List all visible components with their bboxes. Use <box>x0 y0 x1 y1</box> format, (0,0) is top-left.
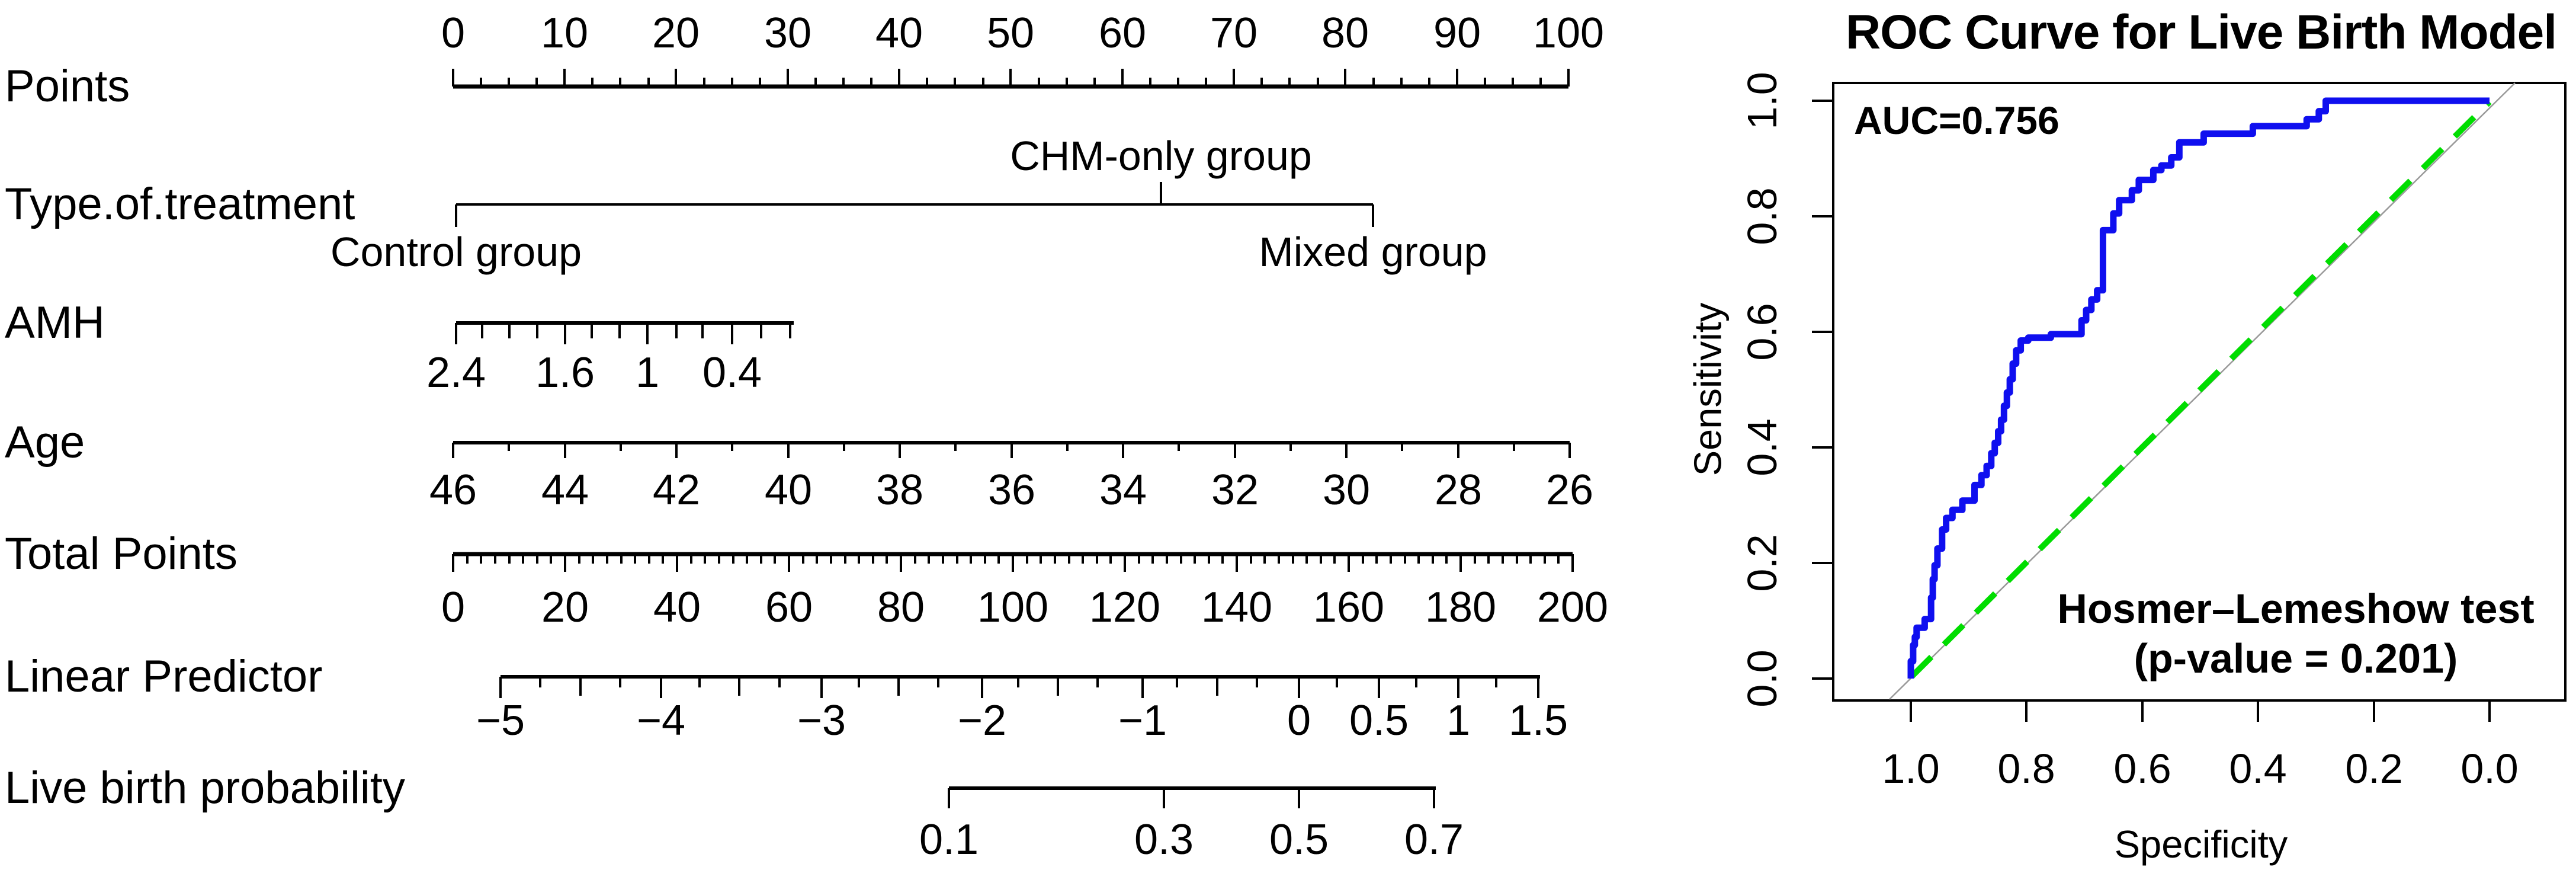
category-label-treatment: CHM-only group <box>1010 133 1312 179</box>
hosmer-lemeshow-annotation-line2: (p-value = 0.201) <box>2134 635 2458 682</box>
roc-y-tick-label: 0.6 <box>1739 303 1785 361</box>
tick-label-age: 30 <box>1322 466 1371 514</box>
roc-x-tick-label: 1.0 <box>1882 746 1940 792</box>
axis-label-type-of-treatment: Type.of.treatment <box>5 179 355 229</box>
tick-label-total_points: 20 <box>541 584 589 631</box>
tick-label-linear_predictor: 1.5 <box>1508 697 1568 744</box>
tick-label-live_birth_probability: 0.5 <box>1269 816 1329 863</box>
tick-label-linear_predictor: 1 <box>1446 697 1471 744</box>
tick-label-points: 80 <box>1321 9 1369 57</box>
tick-label-linear_predictor: 0 <box>1287 697 1311 744</box>
tick-label-linear_predictor: −3 <box>797 697 846 744</box>
tick-label-points: 0 <box>441 9 466 57</box>
tick-label-live_birth_probability: 0.7 <box>1404 816 1464 863</box>
tick-label-total_points: 40 <box>653 584 701 631</box>
tick-label-points: 20 <box>652 9 700 57</box>
tick-label-age: 38 <box>875 466 924 514</box>
tick-label-total_points: 80 <box>877 584 925 631</box>
roc-y-tick-label: 0.0 <box>1739 650 1785 708</box>
roc-reference-diagonal <box>1910 100 2492 679</box>
roc-plot-box <box>1832 82 2567 702</box>
tick-label-total_points: 180 <box>1425 584 1497 631</box>
axis-label-live-birth-probability: Live birth probability <box>5 763 405 813</box>
roc-x-tick-label: 0.6 <box>2113 746 2171 792</box>
tick-label-points: 40 <box>875 9 923 57</box>
roc-x-tick-label: 0.0 <box>2460 746 2519 792</box>
roc-y-axis-title: Sensitivity <box>1686 302 1730 476</box>
tick-label-linear_predictor: −5 <box>476 697 525 744</box>
tick-label-total_points: 160 <box>1313 584 1385 631</box>
tick-label-live_birth_probability: 0.1 <box>919 816 979 863</box>
tick-label-age: 40 <box>764 466 813 514</box>
tick-label-total_points: 140 <box>1201 584 1273 631</box>
axis-label-points: Points <box>5 61 130 111</box>
axis-label-amh: AMH <box>5 297 105 348</box>
tick-label-points: 10 <box>540 9 589 57</box>
axis-label-age: Age <box>5 417 85 468</box>
tick-label-age: 28 <box>1434 466 1483 514</box>
tick-label-points: 30 <box>764 9 812 57</box>
roc-x-tick-label: 0.2 <box>2345 746 2403 792</box>
tick-label-linear_predictor: −2 <box>957 697 1007 744</box>
tick-label-age: 34 <box>1099 466 1147 514</box>
tick-label-age: 36 <box>987 466 1036 514</box>
roc-plot-title: ROC Curve for Live Birth Model <box>1845 5 2557 59</box>
tick-label-points: 60 <box>1098 9 1147 57</box>
tick-label-age: 26 <box>1545 466 1594 514</box>
tick-label-points: 70 <box>1210 9 1258 57</box>
roc-y-tick-label: 0.8 <box>1739 187 1785 245</box>
category-label-treatment: Mixed group <box>1259 229 1487 275</box>
roc-curve <box>1907 97 2490 679</box>
roc-y-tick-label: 1.0 <box>1739 72 1785 130</box>
tick-label-linear_predictor: −1 <box>1118 697 1167 744</box>
tick-label-total_points: 100 <box>977 584 1049 631</box>
tick-label-age: 44 <box>541 466 589 514</box>
axis-label-linear-predictor: Linear Predictor <box>5 651 323 702</box>
tick-label-amh: 1.6 <box>535 349 595 396</box>
roc-y-tick-label: 0.4 <box>1739 418 1785 476</box>
roc-x-tick-label: 0.8 <box>1997 746 2055 792</box>
tick-label-total_points: 60 <box>765 584 813 631</box>
tick-label-total_points: 120 <box>1089 584 1161 631</box>
tick-label-age: 42 <box>652 466 701 514</box>
tick-label-total_points: 0 <box>441 584 466 631</box>
tick-label-amh: 1 <box>635 349 660 396</box>
tick-label-live_birth_probability: 0.3 <box>1134 816 1194 863</box>
tick-label-points: 100 <box>1532 9 1605 57</box>
tick-label-age: 32 <box>1211 466 1259 514</box>
roc-x-axis-title: Specificity <box>2114 823 2288 866</box>
tick-label-age: 46 <box>429 466 477 514</box>
roc-x-tick-label: 0.4 <box>2229 746 2287 792</box>
tick-label-linear_predictor: 0.5 <box>1349 697 1409 744</box>
auc-annotation: AUC=0.756 <box>1854 98 2059 142</box>
tick-label-points: 90 <box>1433 9 1481 57</box>
hosmer-lemeshow-annotation-line1: Hosmer–Lemeshow test <box>2057 586 2535 632</box>
tick-label-linear_predictor: −4 <box>636 697 686 744</box>
roc-y-tick-label: 0.2 <box>1739 534 1785 592</box>
tick-label-total_points: 200 <box>1536 584 1609 631</box>
tick-label-points: 50 <box>986 9 1035 57</box>
tick-label-amh: 2.4 <box>426 349 486 396</box>
tick-label-amh: 0.4 <box>702 349 762 396</box>
axis-label-total-points: Total Points <box>5 529 238 579</box>
category-label-treatment: Control group <box>330 229 582 275</box>
